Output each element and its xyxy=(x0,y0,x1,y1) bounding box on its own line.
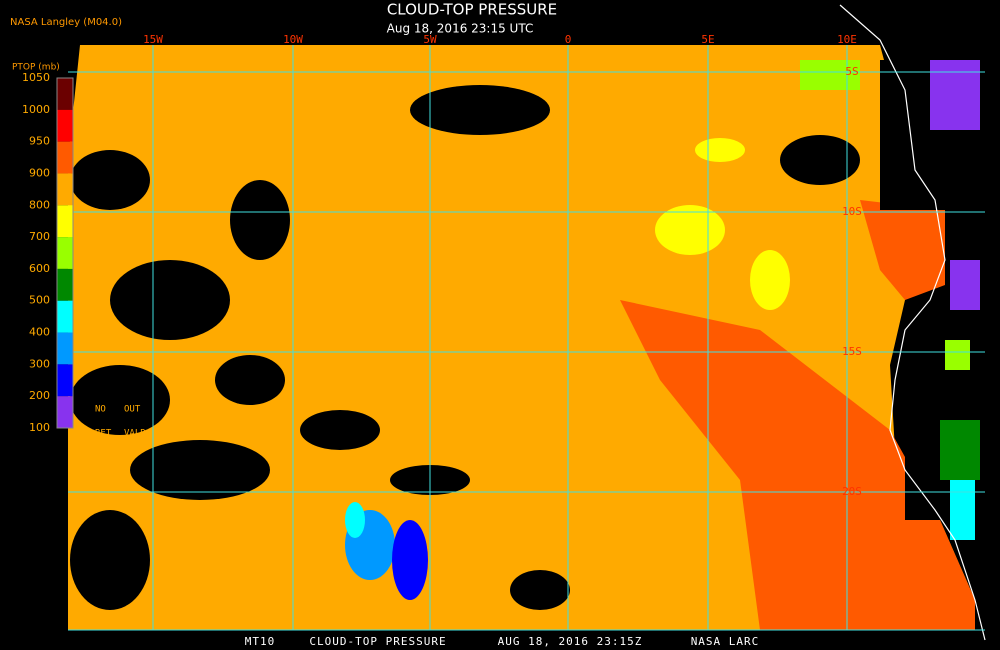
high-cloud xyxy=(345,60,980,600)
colorbar-band xyxy=(57,173,73,206)
latitude-label: 20S xyxy=(842,485,862,498)
latitude-label: 5S xyxy=(845,65,858,78)
footer-text: NASA LARC xyxy=(691,635,760,648)
longitude-label: 10E xyxy=(837,33,857,46)
graticule xyxy=(68,45,985,631)
colorbar-tick-label: 900 xyxy=(29,166,50,179)
longitude-label: 10W xyxy=(283,33,303,46)
latitude-label: 15S xyxy=(842,345,862,358)
colorbar-frame xyxy=(56,77,74,429)
colorbar-band xyxy=(57,78,73,110)
colorbar-tick-label: 500 xyxy=(29,294,50,307)
footer-text: MT10 xyxy=(245,635,276,648)
colorbar-band xyxy=(57,109,73,142)
longitude-label: 15W xyxy=(143,33,163,46)
colorbar-tick-label: 400 xyxy=(29,326,50,339)
date: Aug 18, 2016 23:15 UTC xyxy=(387,22,534,36)
colorbar-band xyxy=(57,396,73,428)
colorbar-tick-label: 100 xyxy=(29,421,50,434)
colorbar-band xyxy=(57,300,73,333)
colorbar-tick-label: 300 xyxy=(29,357,50,370)
colorbar-band xyxy=(57,141,73,174)
colorbar-band xyxy=(57,332,73,365)
colorbar-note: NO xyxy=(95,405,106,415)
colorbar-tick-label: 800 xyxy=(29,198,50,211)
colorbar-title: PTOP (mb) xyxy=(12,63,60,73)
longitude-label: 0 xyxy=(565,33,572,46)
colorbar: 1050 1000 950 900 800 700 600 500 400 300 200 100 xyxy=(22,71,74,434)
longitude-label: 5E xyxy=(701,33,714,46)
clear-sky xyxy=(70,60,985,610)
source-label: NASA Langley (M04.0) xyxy=(10,17,122,28)
colorbar-tick-label: 950 xyxy=(29,135,50,148)
colorbar-tick-label: 1050 xyxy=(22,71,50,84)
colorbar-tick-label: 700 xyxy=(29,230,50,243)
map-imagery xyxy=(68,4,986,641)
low-cloud-patch xyxy=(860,200,945,300)
colorbar-note: VALR xyxy=(124,429,146,439)
footer-text: CLOUD-TOP PRESSURE xyxy=(309,635,446,648)
colorbar-tick-label: 200 xyxy=(29,389,50,402)
coastline xyxy=(839,4,986,641)
colorbar-band xyxy=(57,205,73,238)
latitude-label: 10S xyxy=(842,205,862,218)
colorbar-tick-label: 1000 xyxy=(22,103,50,116)
low-cloud-field xyxy=(620,300,975,630)
colorbar-tick-label: 600 xyxy=(29,262,50,275)
title: CLOUD-TOP PRESSURE xyxy=(387,1,557,19)
colorbar-note: RET xyxy=(95,429,112,439)
footer: MT10 CLOUD-TOP PRESSURE AUG 18, 2016 23:15… xyxy=(245,635,760,648)
colorbar-note: OUT xyxy=(124,405,141,415)
colorbar-band xyxy=(57,237,73,269)
longitude-label: 5W xyxy=(423,33,437,46)
colorbar-band xyxy=(57,364,73,397)
footer-text: AUG 18, 2016 23:15Z xyxy=(498,635,643,648)
colorbar-band xyxy=(57,268,73,301)
